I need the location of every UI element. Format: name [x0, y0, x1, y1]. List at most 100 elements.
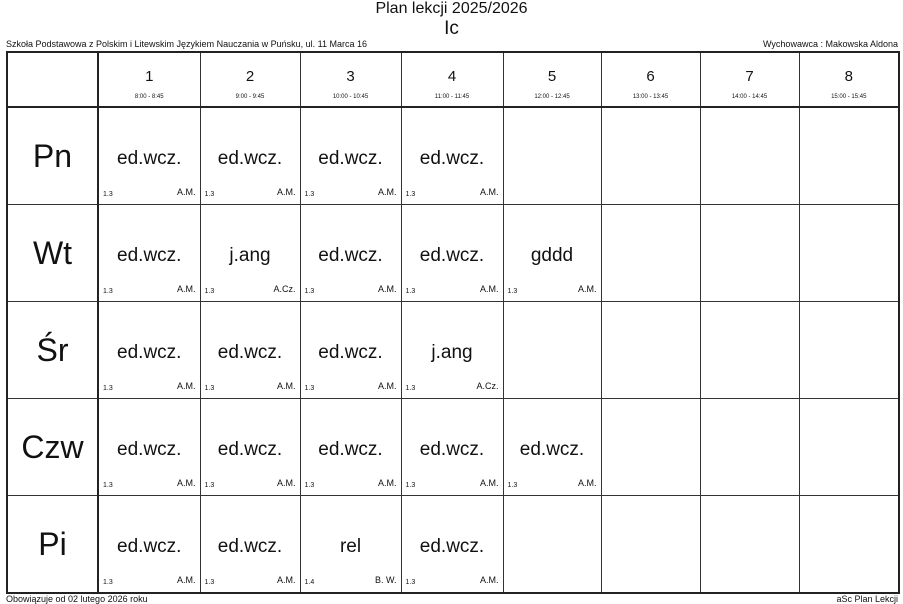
lesson-cell[interactable]: ed.wcz. 1.3 A.M. [400, 106, 504, 205]
lesson-cell[interactable]: ed.wcz. 1.3 A.M. [199, 301, 301, 399]
lesson-room: 1.3 [204, 482, 215, 489]
class-name: Ic [444, 18, 459, 39]
empty-cell [699, 495, 800, 594]
lesson-cell[interactable]: ed.wcz. 1.3 A.M. [299, 301, 402, 399]
valid-from: Obowiązuje od 02 lutego 2026 roku [6, 594, 148, 604]
lesson-cell[interactable]: ed.wcz. 1.3 A.M. [400, 204, 504, 302]
lesson-teacher: A.M. [377, 478, 397, 488]
period-number: 8 [844, 68, 853, 85]
lesson-room: 1.3 [103, 482, 113, 489]
period-header: 6 13:00 - 13:45 [600, 51, 701, 108]
lesson-subject: ed.wcz. [217, 439, 283, 460]
lesson-cell[interactable]: ed.wcz. 1.3 A.M. [97, 495, 201, 594]
lesson-subject: j.ang [229, 245, 271, 266]
lesson-subject: gddd [530, 245, 574, 266]
lesson-cell[interactable]: ed.wcz. 1.3 A.M. [400, 495, 504, 594]
lesson-cell[interactable]: gddd 1.3 A.M. [502, 204, 602, 302]
lesson-subject: ed.wcz. [519, 439, 585, 460]
lesson-cell[interactable]: ed.wcz. 1.3 A.M. [97, 301, 201, 399]
lesson-cell[interactable]: rel 1.4 B. W. [299, 495, 402, 594]
lesson-room: 1.3 [304, 482, 315, 489]
lesson-room: 1.3 [405, 579, 416, 586]
lesson-cell[interactable]: ed.wcz. 1.3 A.M. [502, 398, 602, 496]
period-number: 4 [447, 68, 457, 85]
empty-cell [600, 398, 701, 496]
page-title: Plan lekcji 2025/2026 [375, 0, 528, 17]
lesson-cell[interactable]: j.ang 1.3 A.Cz. [199, 204, 301, 302]
lesson-cell[interactable]: ed.wcz. 1.3 A.M. [199, 495, 301, 594]
lesson-subject: ed.wcz. [217, 342, 283, 363]
empty-cell [798, 204, 900, 302]
lesson-teacher: A.M. [276, 575, 296, 585]
lesson-room: 1.3 [103, 579, 113, 586]
empty-cell [502, 495, 602, 594]
period-time: 15:00 - 15:45 [831, 94, 867, 100]
day-label: Pn [6, 106, 99, 205]
lesson-room: 1.4 [304, 579, 315, 586]
lesson-room: 1.3 [204, 385, 215, 392]
period-header: 5 12:00 - 12:45 [502, 51, 602, 108]
lesson-subject: ed.wcz. [318, 245, 383, 266]
lesson-teacher: A.M. [276, 187, 296, 197]
lesson-room: 1.3 [103, 288, 113, 295]
lesson-subject: ed.wcz. [419, 245, 485, 266]
lesson-cell[interactable]: ed.wcz. 1.3 A.M. [97, 106, 201, 205]
lesson-cell[interactable]: ed.wcz. 1.3 A.M. [199, 106, 301, 205]
lesson-teacher: A.M. [577, 284, 597, 294]
lesson-room: 1.3 [405, 288, 416, 295]
period-time: 10:00 - 10:45 [332, 94, 369, 100]
day-row: Wt ed.wcz. 1.3 A.M. j.ang 1.3 A.Cz. ed.wcz. 1.3 A… [6, 204, 900, 302]
empty-cell [600, 204, 701, 302]
day-row: Czw ed.wcz. 1.3 A.M. ed.wcz. 1.3 A.M. ed.wcz. 1.… [6, 398, 900, 496]
day-label: Śr [6, 301, 99, 399]
school-name: Szkoła Podstawowa z Polskim i Litewskim … [6, 39, 367, 49]
period-header: 3 10:00 - 10:45 [299, 51, 402, 108]
period-number: 2 [245, 68, 255, 85]
lesson-subject: ed.wcz. [217, 536, 283, 557]
period-header: 4 11:00 - 11:45 [400, 51, 504, 108]
period-header: 2 9:00 - 9:45 [199, 51, 301, 108]
empty-cell [699, 106, 800, 205]
lesson-subject: ed.wcz. [117, 439, 182, 460]
day-label: Czw [6, 398, 99, 496]
generator-credit: aSc Plan Lekcji [836, 594, 898, 604]
period-number: 5 [547, 68, 557, 85]
lesson-room: 1.3 [405, 385, 416, 392]
period-time: 12:00 - 12:45 [534, 94, 570, 100]
lesson-cell[interactable]: ed.wcz. 1.3 A.M. [199, 398, 301, 496]
lesson-room: 1.3 [507, 288, 518, 295]
lesson-teacher: A.Cz. [476, 381, 499, 391]
day-row: Pn ed.wcz. 1.3 A.M. ed.wcz. 1.3 A.M. ed.wcz. 1.3… [6, 106, 900, 205]
lesson-room: 1.3 [304, 385, 315, 392]
lesson-room: 1.3 [204, 579, 215, 586]
lesson-teacher: A.M. [276, 381, 296, 391]
form-teacher: Wychowawca : Makowska Aldona [763, 39, 898, 49]
empty-cell [600, 495, 701, 594]
period-number: 1 [145, 68, 154, 85]
lesson-cell[interactable]: ed.wcz. 1.3 A.M. [400, 398, 504, 496]
lesson-cell[interactable]: ed.wcz. 1.3 A.M. [299, 398, 402, 496]
lesson-room: 1.3 [103, 385, 113, 392]
lesson-teacher: A.Cz. [273, 284, 296, 294]
lesson-cell[interactable]: ed.wcz. 1.3 A.M. [299, 106, 402, 205]
lesson-subject: ed.wcz. [419, 536, 485, 557]
lesson-cell[interactable]: ed.wcz. 1.3 A.M. [97, 398, 201, 496]
corner-cell [6, 51, 99, 108]
day-row: Pi ed.wcz. 1.3 A.M. ed.wcz. 1.3 A.M. rel 1.4 B. W… [6, 495, 900, 594]
empty-cell [798, 495, 900, 594]
lesson-cell[interactable]: j.ang 1.3 A.Cz. [400, 301, 504, 399]
lesson-cell[interactable]: ed.wcz. 1.3 A.M. [299, 204, 402, 302]
lesson-subject: rel [339, 536, 362, 557]
lesson-cell[interactable]: ed.wcz. 1.3 A.M. [97, 204, 201, 302]
empty-cell [798, 106, 900, 205]
period-time: 11:00 - 11:45 [434, 94, 470, 100]
lesson-teacher: A.M. [176, 284, 196, 294]
empty-cell [798, 301, 900, 399]
day-row: Śr ed.wcz. 1.3 A.M. ed.wcz. 1.3 A.M. ed.wcz. 1.3… [6, 301, 900, 399]
lesson-teacher: A.M. [479, 478, 499, 488]
lesson-subject: ed.wcz. [318, 342, 383, 363]
period-time: 9:00 - 9:45 [235, 94, 265, 100]
period-time: 8:00 - 8:45 [134, 94, 164, 100]
header-row: 1 8:00 - 8:45 2 9:00 - 9:45 3 10:00 - 10:45 4 1… [6, 51, 900, 108]
empty-cell [798, 398, 900, 496]
